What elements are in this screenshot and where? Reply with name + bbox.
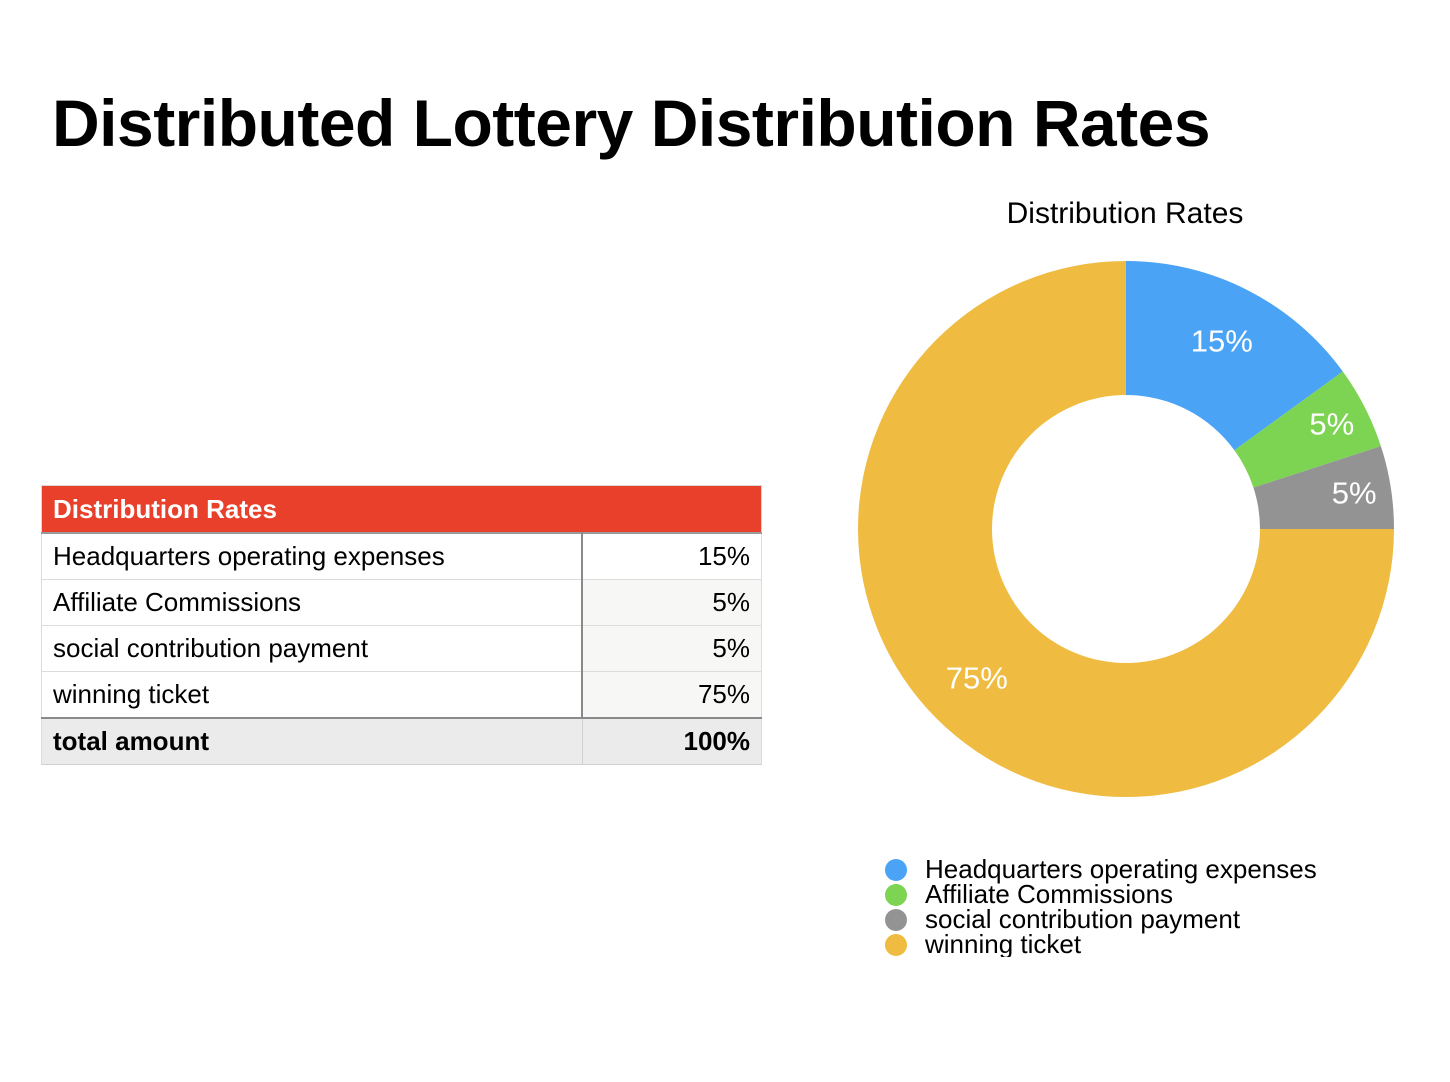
slice-headquarters-operating-expenses (1126, 261, 1343, 451)
table-header: Distribution Rates (41, 485, 762, 534)
total-label: total amount (41, 717, 583, 765)
row-value: 5% (582, 579, 762, 626)
legend-item-headquarters-operating-expenses: Headquarters operating expenses (885, 857, 1385, 882)
table-total-row: total amount 100% (41, 717, 762, 765)
data-label-headquarters-operating-expenses: 15% (1191, 323, 1253, 358)
legend-swatch (885, 933, 907, 956)
slice-winning-ticket (858, 261, 1394, 797)
legend-swatch (885, 883, 907, 906)
legend-label: Headquarters operating expenses (925, 857, 1317, 884)
chart-legend: Headquarters operating expenses Affiliate… (885, 857, 1385, 957)
table-row: Headquarters operating expenses 15% (41, 532, 762, 580)
total-value: 100% (582, 717, 762, 765)
row-label: social contribution payment (41, 625, 583, 672)
row-label: Affiliate Commissions (41, 579, 583, 626)
data-label-affiliate-commissions: 5% (1309, 407, 1354, 442)
table-row: social contribution payment 5% (41, 625, 762, 672)
data-label-social-contribution-payment: 5% (1332, 475, 1377, 510)
legend-item-winning-ticket: winning ticket (885, 929, 1385, 957)
slice-affiliate-commissions (1234, 371, 1381, 488)
legend-item-affiliate-commissions: Affiliate Commissions (885, 879, 1385, 909)
chart-title: Distribution Rates (1006, 197, 1244, 230)
row-value: 75% (582, 671, 762, 719)
page-title: Distributed Lottery Distribution Rates (52, 86, 1211, 160)
table-row: Affiliate Commissions 5% (41, 579, 762, 626)
legend-swatch (885, 908, 907, 931)
distribution-rates-table: Distribution Rates Headquarters operatin… (41, 485, 762, 765)
legend-label: Affiliate Commissions (925, 879, 1174, 909)
row-label: winning ticket (41, 671, 583, 719)
legend-swatch (885, 858, 907, 881)
row-label: Headquarters operating expenses (41, 532, 583, 580)
legend-label: social contribution payment (925, 904, 1241, 934)
data-label-winning-ticket: 75% (946, 661, 1008, 696)
row-value: 5% (582, 625, 762, 672)
slice-social-contribution-payment (1253, 446, 1394, 529)
legend-label: winning ticket (925, 929, 1082, 957)
table-row: winning ticket 75% (41, 671, 762, 719)
legend-item-social-contribution-payment: social contribution payment (885, 904, 1385, 934)
